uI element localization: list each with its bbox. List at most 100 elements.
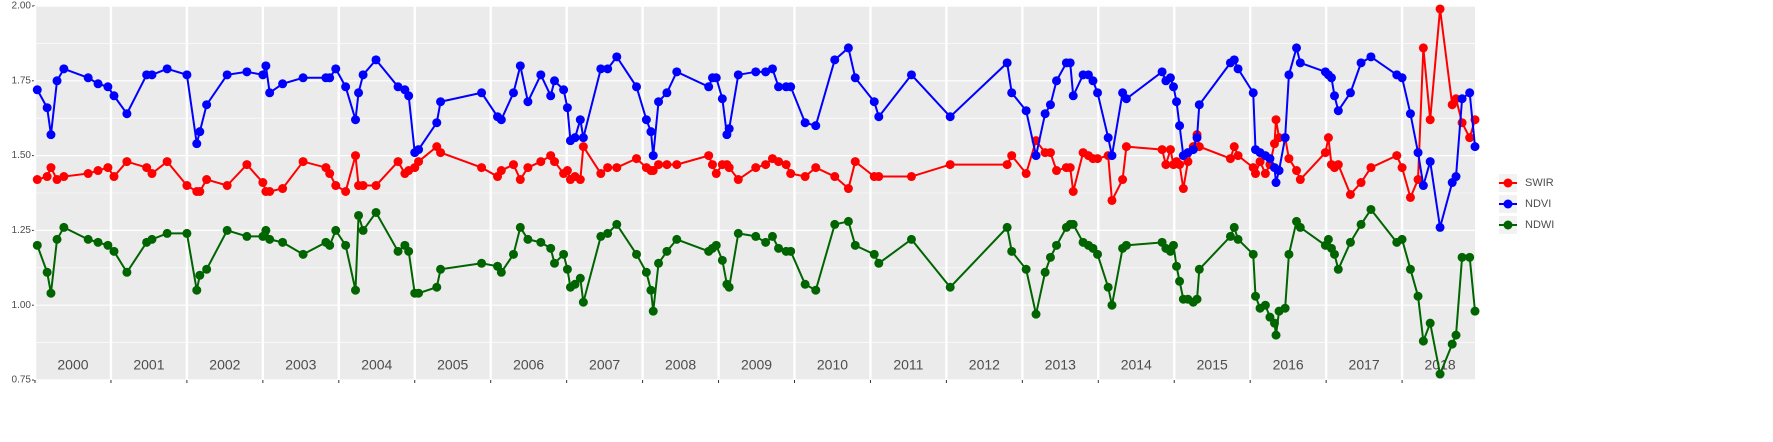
data-point: [1435, 4, 1445, 14]
data-point: [52, 234, 62, 244]
data-point: [724, 124, 734, 134]
data-point: [767, 64, 777, 74]
data-point: [1292, 43, 1302, 53]
x-tick-label: 2010: [817, 357, 848, 373]
data-point: [711, 169, 721, 179]
data-point: [786, 82, 796, 92]
data-point: [32, 240, 42, 250]
data-point: [354, 210, 364, 220]
data-point: [654, 160, 664, 170]
data-point: [1045, 148, 1055, 158]
data-point: [278, 184, 288, 194]
data-point: [603, 163, 613, 173]
data-point: [1405, 109, 1415, 119]
data-point: [761, 67, 771, 77]
data-point: [393, 82, 403, 92]
data-point: [436, 148, 446, 158]
data-point: [906, 172, 916, 182]
data-point: [351, 115, 361, 125]
legend-dot: [1503, 220, 1513, 230]
data-point: [830, 219, 840, 229]
data-point: [147, 234, 157, 244]
data-point: [1265, 154, 1275, 164]
data-point: [774, 243, 784, 253]
data-point: [258, 178, 268, 188]
x-tick-label: 2014: [1121, 357, 1152, 373]
data-point: [1271, 115, 1281, 125]
data-point: [1021, 106, 1031, 116]
data-point: [147, 70, 157, 80]
data-point: [32, 85, 42, 95]
data-point: [1007, 151, 1017, 161]
data-point: [717, 94, 727, 104]
data-point: [646, 127, 656, 137]
data-point: [182, 181, 192, 191]
legend-label: NDVI: [1525, 198, 1551, 210]
data-point: [1470, 142, 1480, 152]
data-point: [1157, 67, 1167, 77]
data-point: [432, 282, 442, 292]
data-point: [850, 240, 860, 250]
data-point: [632, 82, 642, 92]
data-point: [733, 175, 743, 185]
data-point: [222, 70, 232, 80]
data-point: [672, 67, 682, 77]
legend-label: SWIR: [1525, 177, 1554, 189]
data-point: [1405, 192, 1415, 202]
data-point: [945, 160, 955, 170]
data-point: [1021, 264, 1031, 274]
x-tick-label: 2013: [1045, 357, 1076, 373]
data-point: [42, 103, 52, 113]
data-point: [46, 130, 56, 140]
data-point: [515, 175, 525, 185]
data-point: [109, 91, 119, 101]
data-point: [404, 91, 414, 101]
data-point: [1192, 133, 1202, 143]
data-point: [358, 225, 368, 235]
data-point: [1229, 142, 1239, 152]
data-point: [751, 163, 761, 173]
data-point: [278, 237, 288, 247]
data-point: [1323, 133, 1333, 143]
data-point: [1225, 231, 1235, 241]
data-point: [1068, 219, 1078, 229]
data-point: [1274, 166, 1284, 176]
data-point: [1255, 157, 1265, 167]
data-point: [1345, 237, 1355, 247]
data-point: [662, 88, 672, 98]
data-point: [1284, 249, 1294, 259]
data-point: [874, 258, 884, 268]
data-point: [331, 225, 341, 235]
data-point: [1107, 300, 1117, 310]
data-point: [843, 216, 853, 226]
x-tick-label: 2001: [133, 357, 164, 373]
data-point: [265, 234, 275, 244]
data-point: [202, 175, 212, 185]
data-point: [596, 231, 606, 241]
data-point: [1457, 252, 1467, 262]
data-point: [1447, 339, 1457, 349]
data-point: [906, 70, 916, 80]
data-point: [1405, 264, 1415, 274]
data-point: [1366, 204, 1376, 214]
data-point: [1323, 234, 1333, 244]
data-point: [1165, 145, 1175, 155]
data-point: [109, 172, 119, 182]
data-point: [242, 160, 252, 170]
data-point: [1329, 91, 1339, 101]
data-point: [341, 240, 351, 250]
data-point: [578, 297, 588, 307]
data-point: [704, 151, 714, 161]
data-point: [46, 163, 56, 173]
data-point: [1248, 88, 1258, 98]
data-point: [1007, 246, 1017, 256]
data-point: [603, 64, 613, 74]
data-point: [641, 267, 651, 277]
data-point: [109, 246, 119, 256]
data-point: [331, 181, 341, 191]
data-point: [575, 115, 585, 125]
data-point: [261, 225, 271, 235]
data-point: [202, 100, 212, 110]
data-point: [1103, 133, 1113, 143]
data-point: [1280, 133, 1290, 143]
